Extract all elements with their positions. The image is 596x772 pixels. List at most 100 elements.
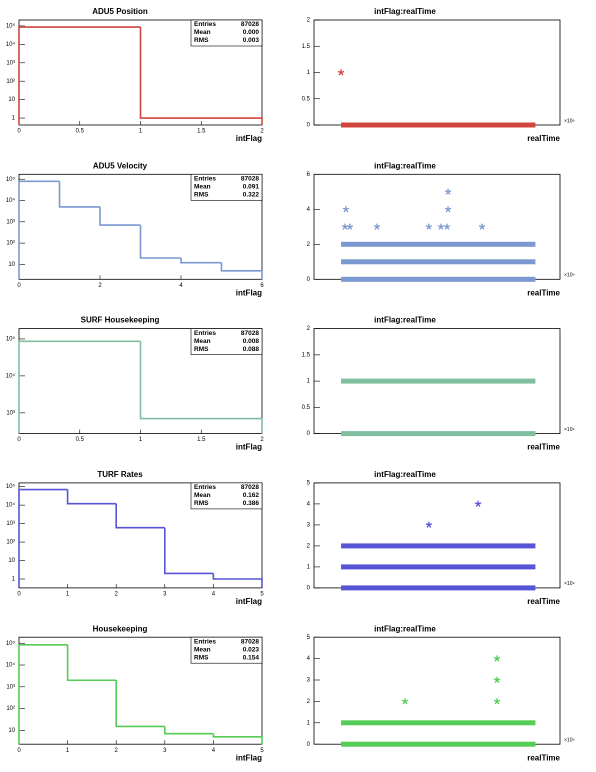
- histogram-bin: [18, 26, 141, 125]
- y-tick-label: 10: [8, 97, 15, 103]
- y-tick-label: 10³: [6, 60, 15, 66]
- frame: [313, 19, 561, 126]
- y-tick-label: 3: [307, 522, 311, 528]
- y-tick-label: 10²: [6, 79, 15, 85]
- pad-title: Housekeeping: [93, 624, 148, 633]
- scatter-point: [401, 698, 409, 705]
- histogram-bin: [18, 340, 141, 434]
- x-exponent: ×10⁹: [564, 427, 575, 433]
- point-band: [341, 122, 536, 128]
- pad-title: ADU5 Position: [92, 7, 148, 16]
- x-tick-label: 2: [260, 437, 264, 443]
- y-tick-label: 2: [307, 699, 311, 705]
- x-exponent: ×10⁹: [564, 118, 575, 124]
- histogram-bin: [115, 503, 165, 529]
- x-tick-label: 0.5: [76, 437, 85, 443]
- y-tick-label: 6: [307, 172, 311, 178]
- y-tick-label: 10³: [6, 684, 15, 690]
- y-tick-label: 10³: [6, 410, 15, 416]
- stats-value: 0.386: [243, 500, 260, 507]
- stats-value: 0.322: [243, 192, 260, 199]
- y-tick-label: 10⁵: [6, 23, 16, 30]
- scatter-point: [493, 655, 501, 662]
- pad-title: intFlag:realTime: [374, 161, 436, 170]
- y-tick-label: 10²: [6, 540, 15, 546]
- point-band: [341, 259, 536, 265]
- stats-value: 0.008: [243, 338, 260, 345]
- frame: [313, 636, 561, 745]
- histogram-bin: [18, 488, 68, 588]
- y-tick-label: 10²: [6, 706, 15, 712]
- x-axis-label: intFlag: [236, 288, 262, 297]
- y-tick-label: 4: [307, 656, 311, 662]
- scatter-point: [437, 223, 445, 230]
- scatter-point: [474, 500, 482, 507]
- pad-title: intFlag:realTime: [374, 316, 436, 325]
- scatter-point: [444, 188, 452, 195]
- stats-value: 87028: [241, 330, 259, 337]
- histogram-bin: [99, 206, 141, 226]
- x-tick-label: 0: [17, 748, 21, 754]
- scatter-point: [444, 206, 452, 213]
- stats-box: [190, 19, 263, 47]
- histogram-bin: [66, 644, 117, 682]
- scatter-point: [493, 698, 501, 705]
- x-tick-label: 4: [212, 591, 216, 597]
- x-axis-label: intFlag: [236, 753, 262, 762]
- scatter-point: [346, 223, 354, 230]
- stats-label: Mean: [194, 184, 211, 191]
- stats-label: RMS: [194, 192, 209, 199]
- point-band: [341, 431, 536, 437]
- y-tick-label: 10⁵: [6, 335, 16, 342]
- y-tick-label: 1: [307, 379, 311, 385]
- y-tick-label: 10⁵: [6, 483, 16, 490]
- scatter-point: [342, 206, 350, 213]
- x-axis-label: realTime: [527, 753, 560, 762]
- y-tick-label: 1: [307, 564, 311, 570]
- histogram-bin: [115, 680, 165, 728]
- x-tick-label: 3: [163, 748, 167, 754]
- x-axis-label: intFlag: [236, 134, 262, 143]
- scatter-point: [493, 676, 501, 683]
- pad-title: intFlag:realTime: [374, 7, 436, 16]
- histogram-bin: [139, 341, 263, 434]
- x-axis-label: realTime: [527, 443, 560, 452]
- histogram-bin: [164, 527, 214, 575]
- x-tick-label: 3: [163, 591, 167, 597]
- stats-value: 0.154: [243, 654, 260, 661]
- stats-label: Entries: [194, 21, 216, 28]
- x-axis-label: intFlag: [236, 443, 262, 452]
- y-tick-label: 10⁴: [6, 41, 16, 48]
- x-tick-label: 5: [260, 748, 264, 754]
- x-tick-label: 1.5: [197, 437, 206, 443]
- y-tick-label: 0: [307, 123, 311, 129]
- stats-label: Entries: [194, 330, 216, 337]
- y-tick-label: 2: [307, 18, 311, 24]
- x-axis-label: intFlag: [236, 597, 262, 606]
- histogram-bin: [18, 644, 68, 745]
- x-tick-label: 1: [66, 591, 70, 597]
- point-band: [341, 543, 536, 549]
- y-tick-label: 10⁴: [6, 372, 16, 379]
- x-axis-label: realTime: [527, 288, 560, 297]
- stats-label: Mean: [194, 29, 211, 36]
- point-band: [341, 585, 536, 591]
- scatter-point: [425, 521, 433, 528]
- stats-label: Entries: [194, 176, 216, 183]
- x-exponent: ×10⁹: [564, 738, 575, 744]
- scatter-point: [337, 69, 345, 76]
- pad-title: SURF Housekeeping: [81, 316, 160, 325]
- x-tick-label: 2: [98, 283, 102, 289]
- x-tick-label: 0: [17, 437, 21, 443]
- stats-value: 87028: [241, 176, 259, 183]
- x-tick-label: 0.5: [76, 129, 85, 135]
- x-tick-label: 4: [179, 283, 183, 289]
- pad-title: TURF Rates: [97, 470, 143, 479]
- x-tick-label: 5: [260, 591, 264, 597]
- stats-label: RMS: [194, 37, 209, 44]
- y-tick-label: 4: [307, 501, 311, 507]
- y-tick-label: 1.5: [302, 352, 311, 358]
- y-tick-label: 0: [307, 431, 311, 437]
- y-tick-label: 1: [12, 116, 16, 122]
